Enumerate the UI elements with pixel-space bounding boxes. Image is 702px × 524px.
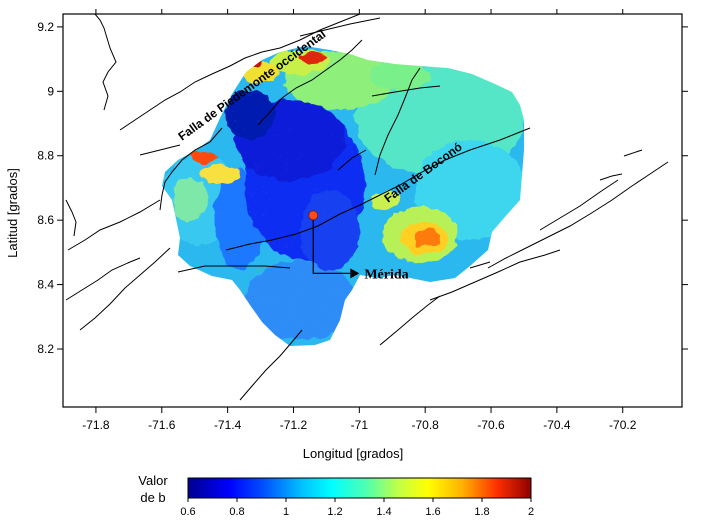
- fault-trace: [225, 127, 531, 251]
- fault-trace: [379, 295, 441, 346]
- fault-trace: [539, 179, 619, 231]
- x-tick-label: -71.2: [280, 418, 308, 432]
- y-tick-label: 8.2: [37, 342, 54, 356]
- fault-trace: [371, 85, 441, 97]
- colorbar-tick-label: 0.6: [180, 506, 195, 518]
- fault-trace: [67, 199, 161, 251]
- x-tick-label: -70.4: [543, 418, 571, 432]
- colorbar-title-line1: Valor: [138, 473, 168, 488]
- y-tick-label: 8.8: [37, 149, 54, 163]
- y-axis: 8.2 8.4 8.6 8.8 9 9.2: [37, 20, 688, 356]
- y-tick-label: 8.4: [37, 278, 54, 292]
- colorbar-tick-label: 1.2: [327, 506, 342, 518]
- city-pointer-arrowhead: [350, 268, 360, 279]
- fault-trace: [65, 257, 141, 301]
- x-tick-label: -71: [351, 418, 369, 432]
- fault-trace: [177, 265, 291, 273]
- fault-trace: [257, 39, 363, 126]
- x-tick-label: -70.6: [477, 418, 505, 432]
- x-tick-label: -71.6: [148, 418, 176, 432]
- fault-trace: [239, 329, 303, 401]
- colorbar-tick-label: 2: [528, 506, 534, 518]
- x-axis-title: Longitud [grados]: [303, 446, 403, 461]
- fault-trace: [599, 173, 623, 181]
- x-tick-label: -71.4: [214, 418, 242, 432]
- colorbar-title-line2: de b: [140, 490, 165, 505]
- x-tick-label: -70.8: [412, 418, 440, 432]
- fault-trace: [94, 14, 117, 111]
- colorbar-tick-label: 1.6: [425, 506, 440, 518]
- colorbar-ticks: 0.6 0.8 1 1.2 1.4 1.6 1.8 2: [180, 498, 534, 518]
- colorbar-tick-label: 1: [283, 506, 289, 518]
- fault-trace: [429, 249, 561, 301]
- x-tick-label: -71.8: [82, 418, 110, 432]
- fault-trace: [159, 127, 223, 211]
- x-axis: -71.8 -71.6 -71.4 -71.2 -71 -70.8 -70.6 -70.4 -7…: [82, 9, 637, 432]
- fault-trace: [374, 67, 421, 176]
- fault-trace: [79, 247, 171, 331]
- y-tick-label: 9.2: [37, 20, 54, 34]
- fault-trace: [623, 149, 643, 157]
- city-marker: Mérida: [308, 210, 409, 282]
- fault-trace: [65, 199, 77, 237]
- city-location-dot: [308, 210, 319, 221]
- fault-trace: [299, 17, 381, 37]
- city-label-merida: Mérida: [364, 267, 408, 282]
- y-tick-label: 8.6: [37, 213, 54, 227]
- colorbar: Valor de b 0.6 0.8 1 1.2 1.4 1.6 1.8 2: [138, 473, 534, 518]
- fault-lines: [65, 14, 669, 401]
- fault-trace: [469, 261, 491, 269]
- y-tick-label: 9: [47, 84, 54, 98]
- fault-trace: [119, 14, 361, 131]
- fault-trace: [139, 144, 181, 156]
- x-tick-label: -70.2: [609, 418, 637, 432]
- colorbar-ramp: [187, 477, 532, 499]
- fault-trace: [337, 149, 367, 171]
- fault-trace: [487, 161, 669, 269]
- colorbar-tick-label: 0.8: [229, 506, 244, 518]
- y-axis-title: Latitud [grados]: [5, 168, 20, 258]
- colorbar-tick-label: 1.4: [376, 506, 391, 518]
- city-pointer-line: [312, 215, 354, 274]
- colorbar-tick-label: 1.8: [474, 506, 489, 518]
